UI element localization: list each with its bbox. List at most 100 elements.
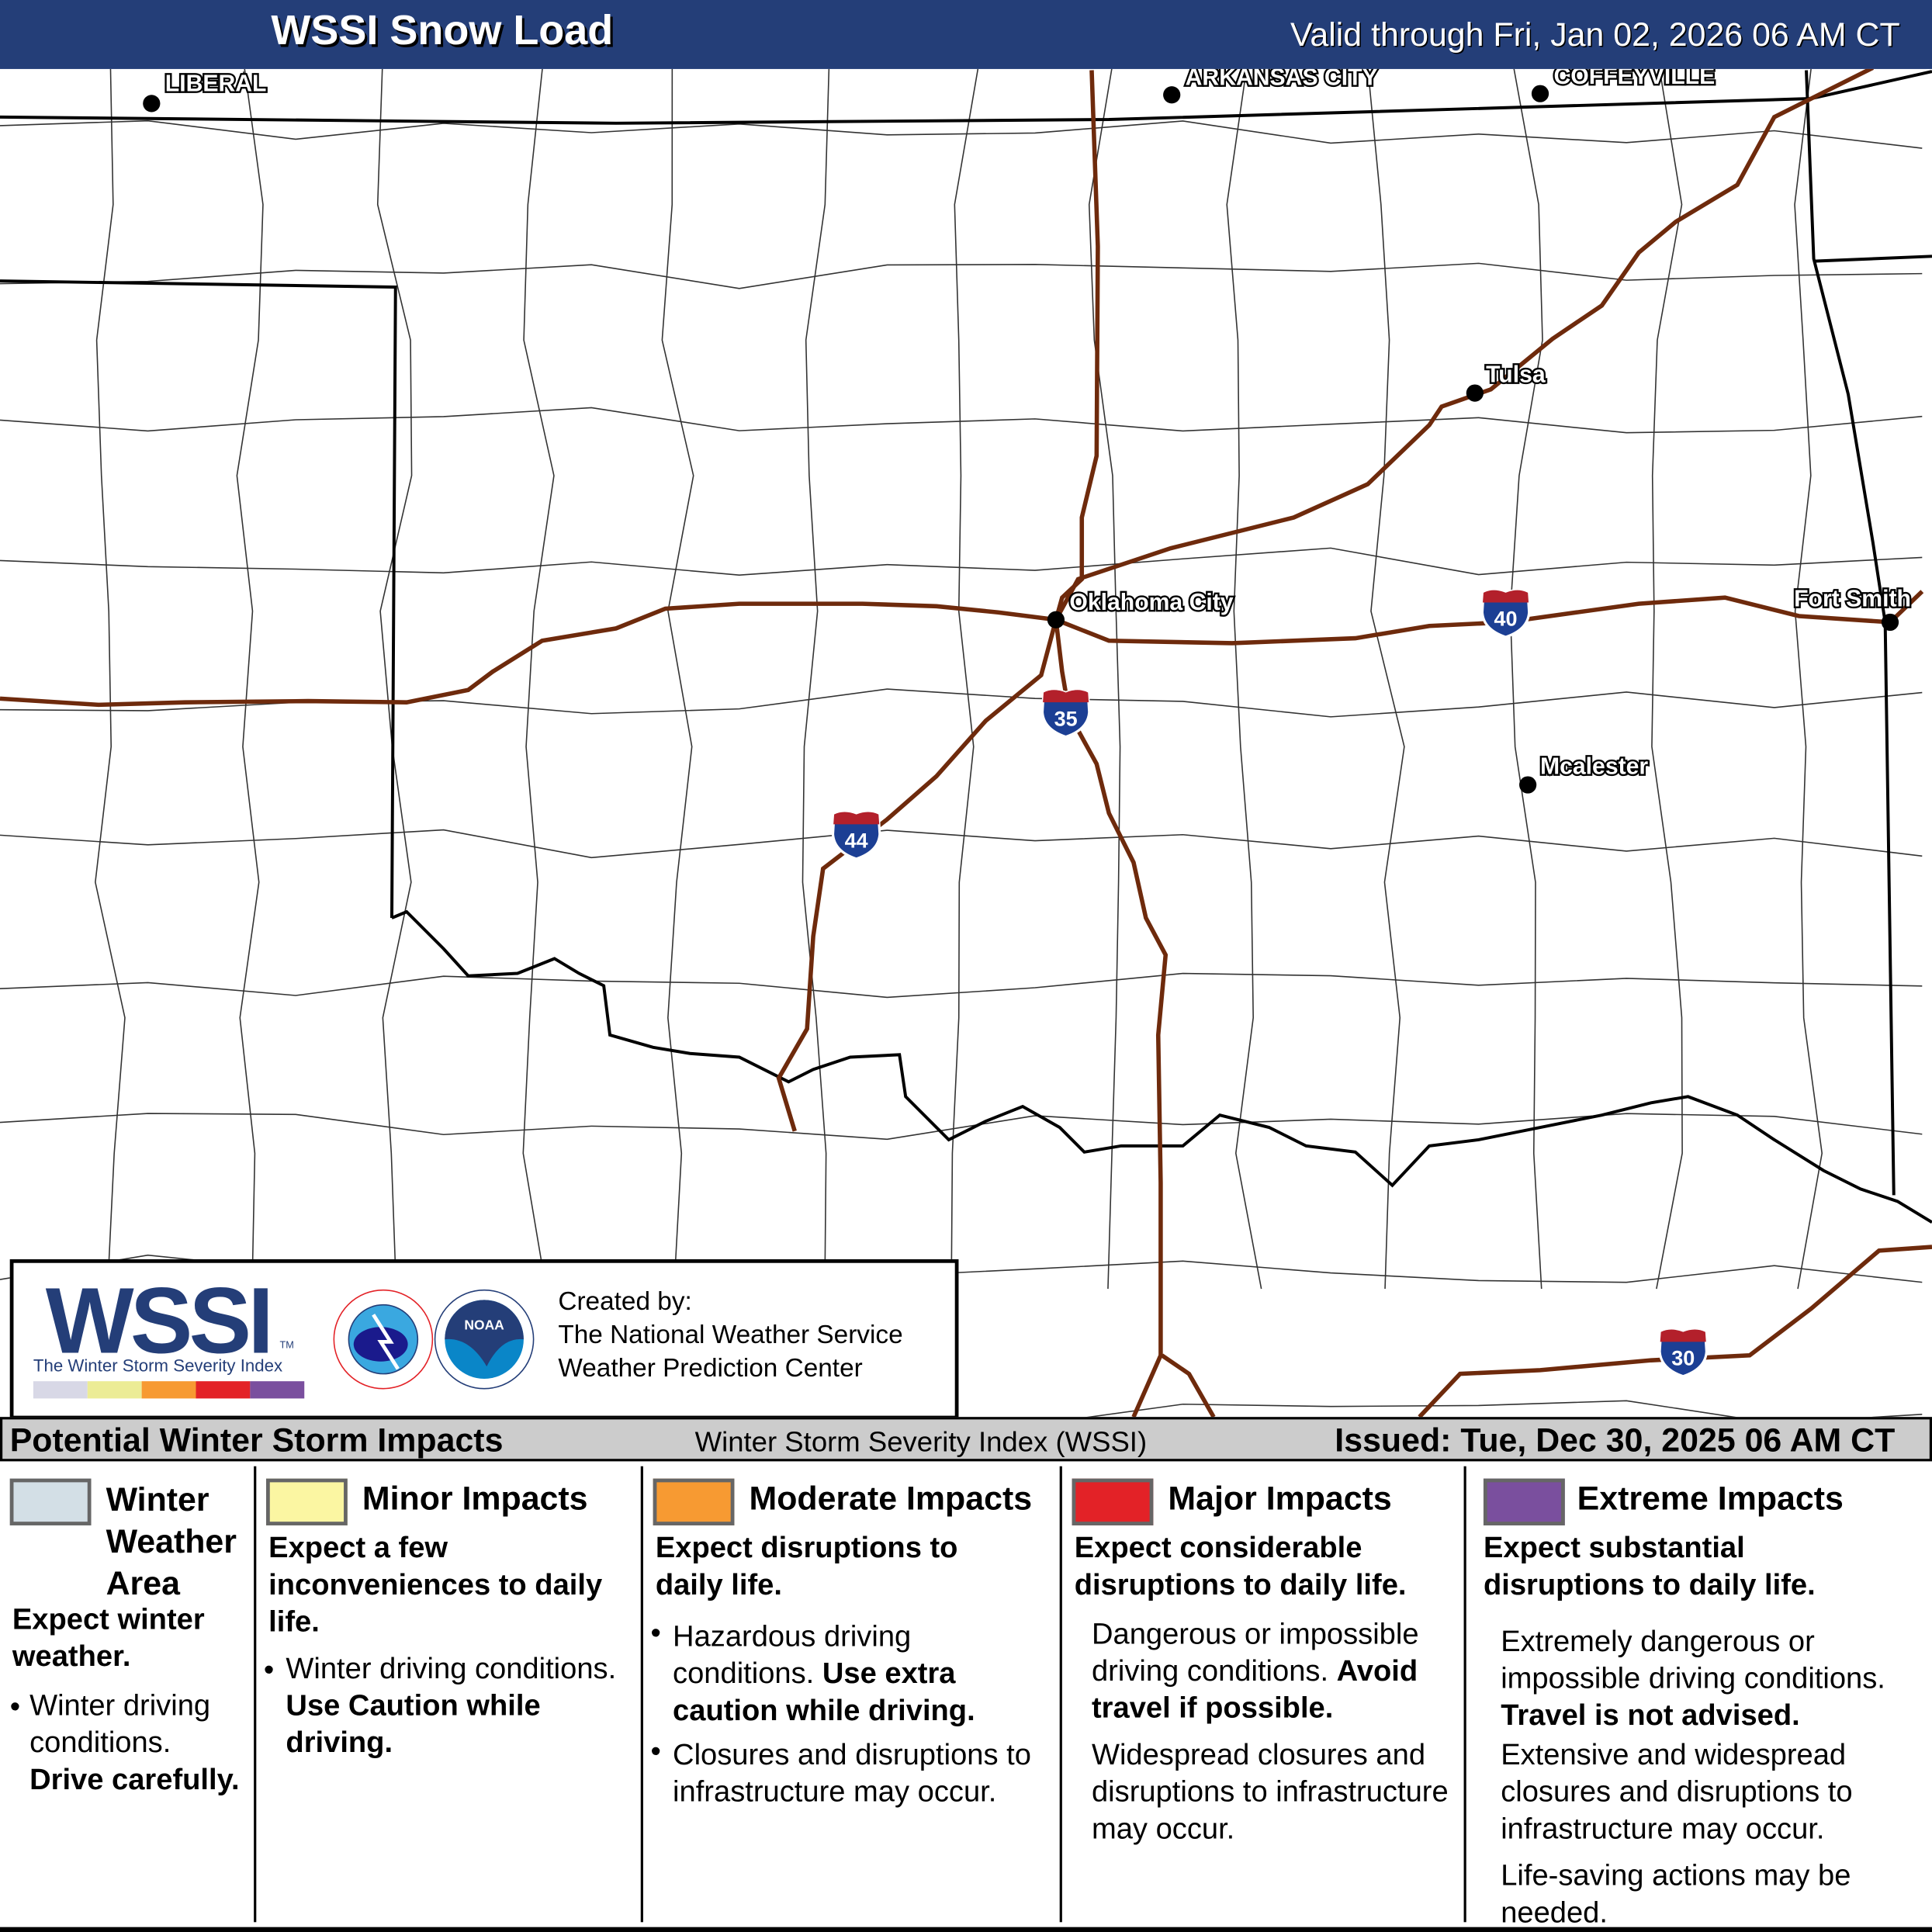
svg-text:44: 44	[845, 829, 868, 853]
created-by-label: Created by:	[558, 1287, 692, 1316]
interstate-30-shield-icon: 30	[1658, 1328, 1708, 1378]
interstate-44-shield-icon: 44	[831, 810, 881, 860]
swatch-major	[1072, 1478, 1154, 1525]
state-borders	[0, 70, 1932, 1224]
i35-south-branch	[1160, 1353, 1216, 1418]
wssi-subtitle: The Winter Storm Severity Index	[33, 1355, 283, 1376]
panhandle-border	[0, 279, 397, 919]
color-bar-segment	[196, 1381, 251, 1399]
county-line	[1088, 68, 1121, 1290]
city-label: Fort Smith	[1794, 586, 1911, 611]
red-river-border	[391, 909, 1932, 1224]
swatch-minor	[266, 1478, 348, 1525]
county-line	[1367, 68, 1405, 1290]
legend-summary: Expect a few inconveniences to daily lif…	[268, 1531, 603, 1639]
i44-road	[776, 68, 1875, 1132]
kansas-border	[0, 70, 1932, 125]
interstate-40-shield-icon: 40	[1480, 589, 1531, 639]
legend-detail: Winter driving conditions. Use Caution w…	[286, 1652, 617, 1760]
city-dot	[1163, 86, 1181, 104]
city-dot	[1531, 85, 1549, 102]
legend-label: Extreme Impacts	[1577, 1480, 1844, 1517]
credit-wpc: Weather Prediction Center	[558, 1354, 863, 1383]
county-line	[1226, 68, 1262, 1290]
legend-summary: Expect substantial disruptions to daily …	[1483, 1531, 1816, 1602]
legend-detail: Extremely dangerous or impossible drivin…	[1501, 1625, 1885, 1733]
legend-minor: Minor Impacts Expect a few inconvenience…	[256, 1466, 643, 1923]
noaa-logo-icon: NOAA	[434, 1289, 535, 1390]
legend-moderate: Moderate Impacts Expect disruptions to d…	[643, 1466, 1062, 1923]
county-line	[0, 119, 1923, 149]
legend-label: Major Impacts	[1168, 1480, 1392, 1517]
legend-label: Moderate Impacts	[749, 1480, 1033, 1517]
i40-road	[0, 590, 1924, 708]
legend-detail: Dangerous or impossible driving conditio…	[1091, 1618, 1419, 1726]
legend-detail-2: Widespread closures and disruptions to i…	[1091, 1738, 1449, 1846]
county-line	[522, 68, 555, 1290]
county-line	[0, 1113, 1923, 1141]
legend-major: Major Impacts Expect considerable disrup…	[1062, 1466, 1466, 1923]
legend-detail-2: Extensive and widespread closures and di…	[1501, 1738, 1853, 1846]
county-line	[236, 68, 264, 1290]
city-dot	[1466, 384, 1484, 402]
missouri-border	[1813, 254, 1932, 263]
county-line	[0, 829, 1923, 859]
svg-text:35: 35	[1054, 707, 1078, 730]
county-line	[0, 547, 1923, 576]
color-bar-segment	[141, 1381, 196, 1399]
county-line	[0, 972, 1923, 999]
wssi-wordmark: WSSI	[45, 1269, 274, 1374]
county-line	[0, 262, 1923, 289]
interstate-shields: 40 35 44 30	[831, 589, 1708, 1378]
noaa-text: NOAA	[464, 1317, 504, 1332]
county-line	[1509, 68, 1543, 1290]
county-line	[1651, 68, 1683, 1290]
city-label: COFFEYVILLE	[1553, 69, 1715, 89]
bottom-border	[0, 1927, 1932, 1932]
swatch-moderate	[653, 1478, 735, 1525]
impacts-strip: Potential Winter Storm Impacts Winter St…	[0, 1417, 1932, 1462]
interstate-35-shield-icon: 35	[1040, 688, 1091, 739]
map: 40 35 44 30 LIBERAL ARKANSAS CITY COFFEYVILLE…	[0, 68, 1932, 1418]
impact-legend: Winter Weather Area Expect winter weather.…	[0, 1461, 1932, 1932]
color-bar-segment	[87, 1381, 142, 1399]
svg-text:30: 30	[1671, 1347, 1695, 1370]
legend-detail-2: Closures and disruptions to infrastructu…	[673, 1738, 1031, 1809]
credits: Created by: The National Weather Service…	[558, 1285, 902, 1385]
city-label: Mcalester	[1540, 753, 1648, 779]
city-label: ARKANSAS CITY	[1186, 69, 1378, 91]
wssi-color-bar	[33, 1381, 305, 1399]
legend-detail: Hazardous driving conditions. Use extra …	[673, 1620, 975, 1728]
legend-summary: Expect winter weather.	[12, 1603, 205, 1674]
city-dot	[1881, 613, 1899, 632]
county-lines	[0, 68, 1923, 1418]
city-markers: LIBERAL ARKANSAS CITY COFFEYVILLE Tulsa Okla…	[143, 69, 1913, 794]
county-line	[950, 68, 979, 1290]
i35-road	[1054, 70, 1169, 1418]
legend-label: Minor Impacts	[362, 1480, 588, 1517]
legend-summary: Expect disruptions to daily life.	[655, 1531, 958, 1602]
city-dot	[1519, 776, 1537, 794]
city-dot	[143, 95, 161, 113]
map-title: WSSI Snow Load	[271, 7, 614, 54]
legend-extreme: Extreme Impacts Expect substantial disru…	[1466, 1466, 1930, 1930]
nws-logo-icon	[333, 1289, 434, 1390]
issued-time: Issued: Tue, Dec 30, 2025 06 AM CT	[1335, 1421, 1896, 1459]
county-line	[802, 68, 830, 1290]
legend-detail-3: Life-saving actions may be needed.	[1501, 1859, 1851, 1930]
arkansas-border	[1805, 70, 1896, 1196]
credit-nws: The National Weather Service	[558, 1321, 903, 1349]
city-dot	[1047, 611, 1065, 628]
wssi-logo-box: WSSI TM The Winter Storm Severity Index …	[9, 1259, 959, 1420]
legend-detail: Winter driving conditions. Drive careful…	[29, 1689, 240, 1797]
city-label: Tulsa	[1486, 362, 1546, 387]
legend-winter-weather-area: Winter Weather Area Expect winter weather.…	[0, 1466, 257, 1923]
county-line	[1794, 68, 1823, 1290]
county-line	[661, 68, 694, 1290]
legend-summary: Expect considerable disruptions to daily…	[1074, 1531, 1407, 1602]
legend-label: Winter Weather Area	[106, 1480, 237, 1602]
impacts-title: Potential Winter Storm Impacts	[9, 1421, 504, 1459]
color-bar-segment	[250, 1381, 305, 1399]
svg-text:40: 40	[1494, 608, 1518, 631]
